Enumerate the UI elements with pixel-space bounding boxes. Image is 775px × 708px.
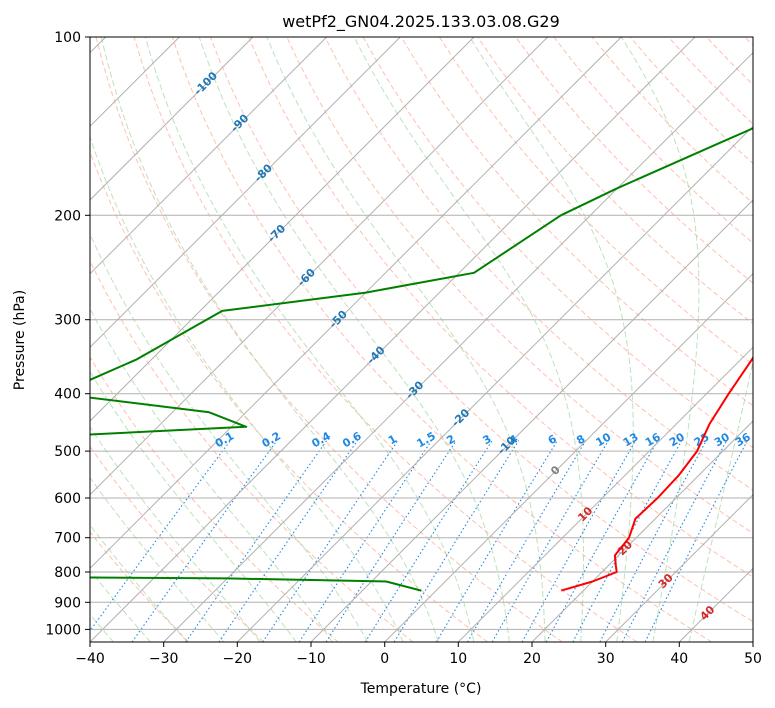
isotherm-line — [457, 346, 753, 642]
dry-adiabat — [515, 37, 753, 284]
x-tick-label: 0 — [380, 651, 389, 667]
isotherm-line — [90, 37, 401, 349]
mixing-ratio-line — [364, 440, 493, 642]
dry-adiabat — [95, 37, 563, 642]
isotherms — [90, 37, 753, 642]
dry-adiabat — [90, 356, 339, 642]
moist-adiabat — [90, 569, 151, 642]
mixing-ratio-line — [521, 440, 637, 642]
y-tick-label: 1000 — [45, 622, 81, 638]
isotherm-line — [310, 199, 753, 642]
x-tick-label: 30 — [597, 651, 615, 667]
temperature-profile — [561, 355, 753, 592]
isotherm-line — [90, 37, 696, 642]
y-tick-label: 700 — [54, 531, 81, 547]
x-tick-label: −40 — [75, 651, 105, 667]
moist-adiabat — [90, 370, 297, 642]
isotherm-line — [90, 37, 622, 570]
dry-adiabat — [248, 37, 753, 578]
mixing-ratio-line — [262, 440, 399, 642]
isotherm-line — [531, 420, 753, 642]
moist-adiabat — [90, 476, 225, 642]
mixing-ratio-line — [298, 440, 432, 642]
x-tick-label: 40 — [670, 651, 688, 667]
x-tick-label: −30 — [149, 651, 179, 667]
y-axis-ticks: 100 200 300 400 500 600 700 800 900 1000 — [45, 30, 90, 638]
moist-adiabats — [90, 37, 753, 642]
mixing-ratio-line — [185, 440, 328, 642]
y-tick-label: 500 — [54, 444, 81, 460]
moist-adiabat — [90, 524, 188, 642]
pressure-gridlines — [90, 37, 753, 630]
dry-adiabat — [90, 150, 488, 642]
dry-adiabat — [324, 37, 753, 491]
x-tick-label: −10 — [296, 651, 326, 667]
dry-adiabat — [438, 37, 753, 366]
plot-area: 0.1 0.2 0.4 0.6 1 1.5 2 3 4 6 8 10 13 16 20 25 30 36 -100… — [90, 37, 753, 642]
dry-adiabat — [400, 37, 753, 407]
dewpoint-profile — [90, 127, 753, 592]
moist-adiabat — [198, 37, 510, 642]
mixing-ratio-line — [644, 440, 748, 642]
mixing-ratio-line — [435, 440, 558, 642]
isotherm-line — [90, 37, 254, 201]
y-tick-label: 800 — [54, 565, 81, 581]
chart-title: wetPf2_GN04.2025.133.03.08.G29 — [282, 12, 560, 32]
profile-series — [90, 127, 753, 592]
moist-adiabat — [90, 135, 404, 642]
isotherm-line — [236, 125, 753, 642]
dry-adiabat — [171, 37, 712, 642]
isotherm-line — [752, 641, 753, 642]
mixing-ratio-line — [90, 440, 231, 632]
mixing-ratio-line — [218, 440, 358, 642]
moist-adiabat — [90, 232, 369, 642]
plot-frame — [89, 36, 754, 643]
mixing-ratio-line — [131, 440, 278, 642]
isotherm-line — [90, 37, 328, 275]
moist-adiabat — [266, 37, 546, 642]
moist-adiabat — [100, 37, 439, 642]
y-tick-label: 300 — [54, 313, 81, 329]
moist-adiabat — [90, 426, 261, 642]
y-tick-label: 400 — [54, 387, 81, 403]
isotherm-line — [384, 272, 753, 642]
dry-adiabat — [90, 445, 264, 642]
x-tick-label: 10 — [449, 651, 467, 667]
dry-adiabat — [90, 531, 190, 642]
mixing-ratio-line — [325, 440, 457, 642]
y-tick-label: 100 — [54, 30, 81, 46]
y-tick-label: 900 — [54, 595, 81, 611]
y-tick-label: 600 — [54, 491, 81, 507]
isotherm-line — [163, 51, 753, 642]
y-tick-label: 200 — [54, 208, 81, 224]
x-tick-label: 50 — [744, 651, 762, 667]
moist-adiabat — [620, 37, 700, 642]
moist-adiabat — [353, 37, 584, 642]
mixing-ratio-line — [545, 440, 659, 642]
x-tick-label: 20 — [523, 651, 541, 667]
y-axis-label: Pressure (hPa) — [12, 290, 28, 390]
isotherm-line — [90, 37, 549, 496]
dry-adiabat — [210, 37, 753, 623]
x-tick-label: −20 — [223, 651, 253, 667]
x-axis-label: Temperature (°C) — [360, 681, 482, 697]
mixing-ratio-line — [467, 440, 587, 642]
x-axis-ticks: −40 −30 −20 −10 0 10 20 30 40 50 — [75, 642, 762, 667]
isotherm-line — [605, 493, 753, 642]
moist-adiabat — [144, 37, 475, 642]
dry-adiabat — [133, 37, 638, 642]
moist-adiabat — [688, 359, 753, 642]
